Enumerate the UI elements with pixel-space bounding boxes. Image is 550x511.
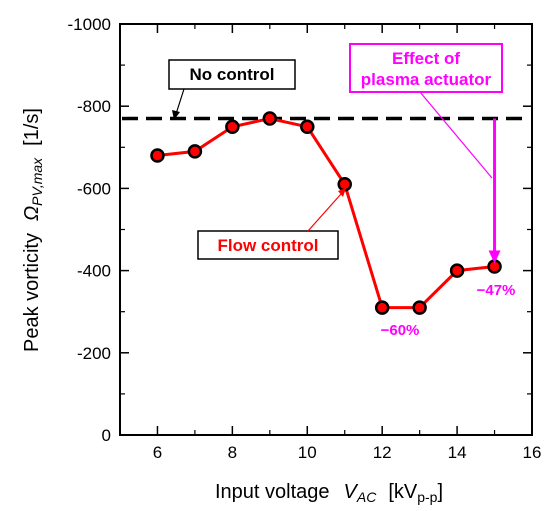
x-tick-label: 10: [298, 443, 317, 462]
data-point: [225, 119, 240, 134]
x-tick-label: 16: [523, 443, 542, 462]
no-control-pointer-head: [172, 110, 180, 120]
effect-label-box: [349, 43, 503, 93]
tick-labels: 6 8 10 12 14 16 0 -200 -400 -600 -800 -1000: [68, 15, 542, 462]
minus-47-percent-label: −47%: [477, 282, 516, 299]
no-control-pointer: [175, 88, 185, 115]
no-control-label-box: [168, 59, 296, 90]
data-point: [412, 300, 427, 315]
effect-pointer: [419, 91, 493, 179]
y-tick-label: 0: [102, 426, 111, 445]
data-point: [449, 263, 465, 278]
minus-60-percent-label: −60%: [381, 322, 420, 339]
x-tick-label: 8: [228, 443, 237, 462]
data-point: [187, 144, 203, 159]
y-tick-label: -200: [77, 344, 111, 363]
y-axis-title: Peak vorticityΩPV,max[1/s]: [21, 108, 45, 352]
x-tick-label: 12: [373, 443, 392, 462]
y-tick-label: -1000: [68, 15, 111, 34]
x-tick-label: 6: [153, 443, 162, 462]
data-point: [150, 148, 165, 163]
y-tick-label: -400: [77, 262, 111, 281]
data-point: [374, 300, 390, 315]
data-point: [300, 119, 315, 134]
effect-label-line2: plasma actuator: [361, 70, 492, 89]
flow-control-label: Flow control: [217, 236, 318, 255]
effect-arrow-head: [488, 250, 501, 264]
ticks: [119, 23, 533, 436]
flow-control-label-box: [197, 230, 339, 260]
y-tick-label: -800: [77, 97, 111, 116]
effect-label-line1: Effect of: [392, 49, 460, 68]
no-control-label: No control: [190, 65, 275, 84]
flow-control-series-line: [157, 116, 495, 310]
flow-control-pointer-head: [338, 188, 346, 197]
data-points: [150, 111, 502, 315]
flow-control-pointer: [307, 193, 342, 232]
x-tick-label: 14: [448, 443, 467, 462]
x-axis-title: Input voltage VAC [kVp-p]: [215, 481, 443, 505]
data-point: [262, 111, 278, 126]
y-tick-label: -600: [77, 179, 111, 198]
